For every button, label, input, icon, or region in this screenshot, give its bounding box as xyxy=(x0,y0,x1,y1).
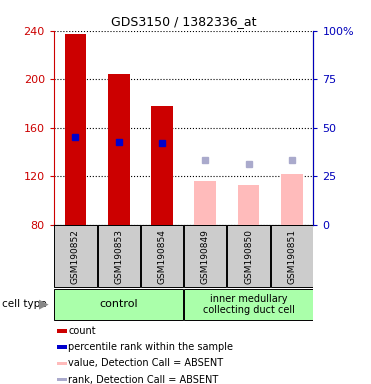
Bar xyxy=(57,362,66,365)
Bar xyxy=(184,225,226,287)
Bar xyxy=(57,378,66,381)
Bar xyxy=(65,34,86,225)
Bar xyxy=(271,225,313,287)
Bar xyxy=(227,225,270,287)
Text: count: count xyxy=(68,326,96,336)
Text: control: control xyxy=(99,299,138,310)
Text: value, Detection Call = ABSENT: value, Detection Call = ABSENT xyxy=(68,358,223,368)
Bar xyxy=(108,74,129,225)
Bar xyxy=(54,289,183,319)
Text: GSM190853: GSM190853 xyxy=(114,229,123,284)
Text: GSM190854: GSM190854 xyxy=(158,229,167,284)
Bar xyxy=(141,225,183,287)
Text: GSM190852: GSM190852 xyxy=(71,229,80,284)
Text: ▶: ▶ xyxy=(39,298,49,311)
Bar xyxy=(54,225,96,287)
Bar xyxy=(151,106,173,225)
Text: inner medullary
collecting duct cell: inner medullary collecting duct cell xyxy=(203,293,295,315)
Text: GSM190851: GSM190851 xyxy=(288,229,296,284)
Title: GDS3150 / 1382336_at: GDS3150 / 1382336_at xyxy=(111,15,256,28)
Text: GSM190850: GSM190850 xyxy=(244,229,253,284)
Text: cell type: cell type xyxy=(2,299,46,310)
Text: GSM190849: GSM190849 xyxy=(201,229,210,284)
Bar xyxy=(184,289,313,319)
Bar xyxy=(281,174,303,225)
Bar xyxy=(238,185,259,225)
Bar xyxy=(98,225,140,287)
Bar xyxy=(194,181,216,225)
Bar xyxy=(57,329,66,333)
Text: percentile rank within the sample: percentile rank within the sample xyxy=(68,342,233,352)
Text: rank, Detection Call = ABSENT: rank, Detection Call = ABSENT xyxy=(68,375,219,384)
Bar xyxy=(57,345,66,349)
